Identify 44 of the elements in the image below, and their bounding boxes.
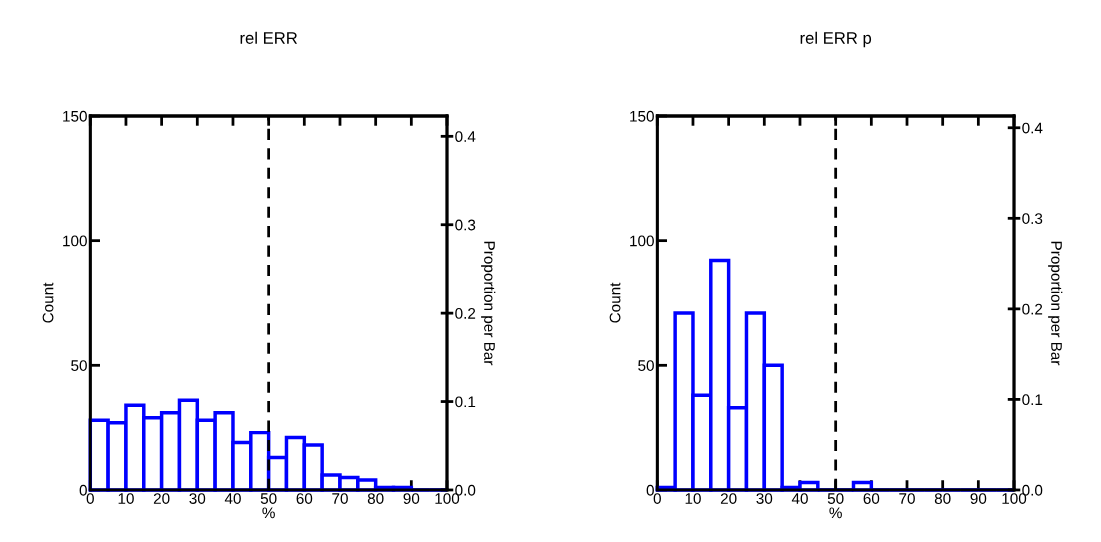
y-tick-label: 150	[63, 110, 87, 122]
y-tick-label: 50	[71, 360, 87, 371]
chart-title: rel ERR	[240, 31, 298, 44]
y2-tick-label: 0.4	[1022, 122, 1043, 134]
y2-tick-label: 0.3	[455, 219, 476, 231]
x-axis-title: %	[262, 507, 275, 519]
y2-tick-label: 0.3	[1022, 213, 1043, 224]
x-tick-label: 50	[827, 493, 844, 504]
x-tick-label: 20	[153, 493, 170, 504]
y2-tick-label: 0.4	[455, 131, 476, 143]
y-tick-label: 100	[63, 235, 87, 247]
x-tick-label: 90	[403, 493, 420, 504]
y-axis-title: Count	[609, 282, 621, 323]
x-tick-label: 60	[863, 493, 880, 504]
y2-tick-label: 0.1	[455, 396, 476, 408]
y2-tick-label: 0.1	[1022, 394, 1043, 406]
y2-tick-label: 0.2	[1022, 303, 1043, 315]
x-tick-label: 80	[934, 493, 951, 504]
x-tick-label: 0	[86, 493, 94, 504]
y-tick-label: 50	[638, 360, 654, 371]
x-tick-label: 80	[367, 493, 384, 504]
x-tick-label: 20	[720, 493, 737, 504]
chart-title: rel ERR p	[800, 31, 872, 48]
y-tick-label: 0	[646, 484, 654, 496]
y2-tick-label: 0.2	[455, 308, 476, 319]
y-axis-title: Count	[42, 282, 54, 323]
x-tick-label: 40	[791, 493, 808, 504]
y-tick-label: 100	[630, 235, 654, 247]
x-tick-label: 30	[189, 493, 206, 504]
x-tick-label: 0	[653, 493, 661, 504]
x-tick-label: 10	[118, 493, 134, 504]
x-tick-label: 30	[756, 493, 773, 504]
x-tick-label: 70	[899, 493, 915, 504]
x-axis-title: %	[829, 507, 842, 519]
x-tick-label: 70	[332, 493, 348, 504]
y2-axis-title: Proportion per Bar	[1048, 241, 1063, 366]
x-tick-label: 10	[685, 493, 701, 504]
x-tick-label: 60	[296, 493, 313, 504]
x-tick-label: 50	[260, 493, 277, 504]
y2-axis-title: Proportion per Bar	[481, 241, 496, 366]
y-tick-label: 150	[630, 110, 654, 122]
y-tick-label: 0	[79, 484, 87, 496]
x-tick-label: 40	[224, 493, 241, 504]
x-tick-label: 90	[970, 493, 987, 504]
